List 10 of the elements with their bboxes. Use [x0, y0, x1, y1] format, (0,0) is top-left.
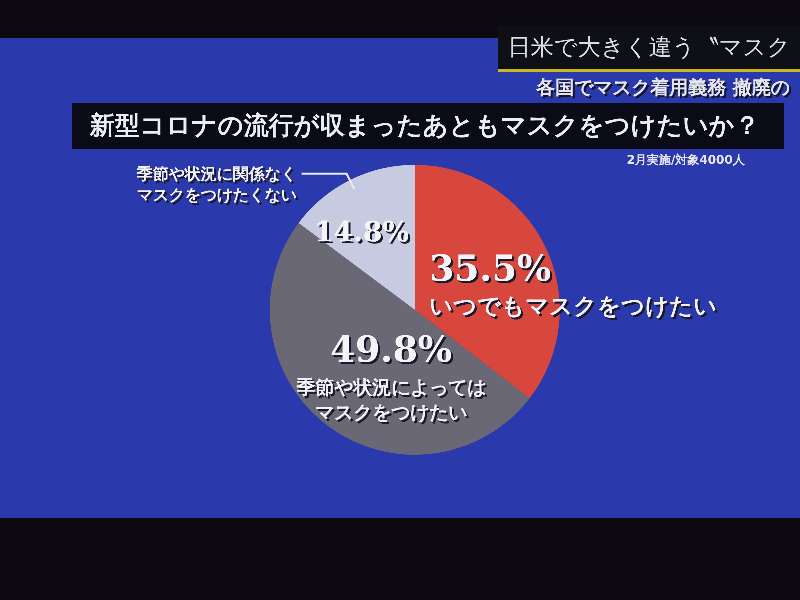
data-label: 14.8% [314, 216, 410, 249]
text: 日米で大きく違う〝マスク [498, 26, 800, 72]
slice-label: 季節や状況によってはマスクをつけたい [295, 376, 486, 424]
data-label: 35.5% [430, 248, 552, 290]
data-label: 49.8% [330, 328, 452, 371]
chart-title: 新型コロナの流行が収まったあともマスクをつけたいか？ [72, 103, 784, 149]
slice-label: 季節や状況に関係なくマスクをつけたくない [136, 164, 297, 204]
text: 各国でマスク着用義務 撤廃の [536, 76, 790, 100]
pie-slice [298, 165, 415, 310]
text: 2月実施/対象4000人 [626, 152, 745, 168]
